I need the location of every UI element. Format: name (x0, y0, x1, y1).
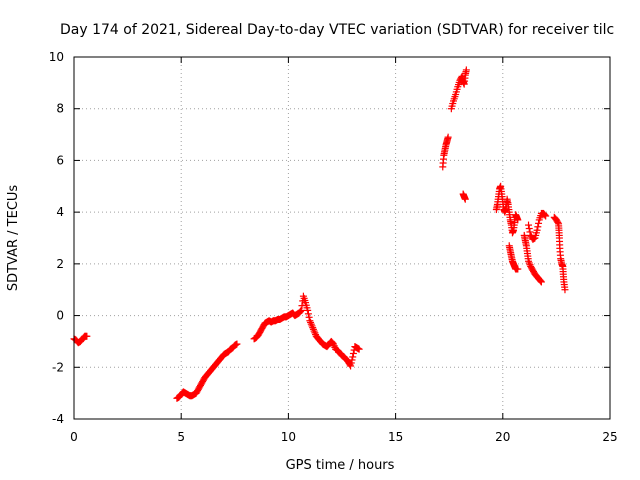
data-point (525, 257, 533, 265)
data-point (444, 133, 452, 141)
data-point (305, 313, 313, 321)
x-tick-label: 25 (602, 430, 617, 444)
grid-lines (74, 57, 610, 419)
y-axis-label: SDTVAR / TECUs (6, 185, 21, 292)
data-point (307, 320, 315, 328)
data-point (83, 332, 91, 340)
y-tick-label: -4 (52, 412, 64, 426)
data-point (525, 259, 533, 267)
data-point (307, 318, 315, 326)
data-point (536, 276, 544, 284)
data-point (514, 265, 522, 273)
y-tick-label: 6 (56, 153, 64, 167)
data-point (537, 277, 545, 285)
data-point (297, 307, 305, 315)
data-point (526, 228, 534, 236)
x-tick-label: 15 (388, 430, 403, 444)
data-point (349, 349, 357, 357)
data-point (526, 261, 534, 269)
plot-frame (73, 56, 611, 420)
data-point (304, 306, 312, 314)
data-point (537, 278, 545, 286)
data-point (554, 218, 562, 226)
data-point (347, 359, 355, 367)
y-tick-label: 2 (56, 257, 64, 271)
data-point (355, 345, 363, 353)
y-tick-label: 8 (56, 102, 64, 116)
y-tick-label: 4 (56, 205, 64, 219)
x-tick-label: 5 (177, 430, 185, 444)
data-point (461, 195, 469, 203)
data-point (346, 361, 354, 369)
x-tick-label: 20 (495, 430, 510, 444)
data-point (535, 219, 543, 227)
data-point (311, 329, 319, 337)
data-point (514, 216, 522, 224)
data-point (309, 324, 317, 332)
chart-title: Day 174 of 2021, Sidereal Day-to-day VTE… (60, 22, 614, 38)
x-tick-label: 10 (281, 430, 296, 444)
data-point (525, 221, 533, 229)
data-point (233, 340, 241, 348)
x-axis-label: GPS time / hours (286, 458, 395, 473)
y-tick-label: 0 (56, 309, 64, 323)
data-point (297, 306, 305, 314)
data-point (561, 286, 569, 294)
x-tick-label: 0 (70, 430, 78, 444)
data-point (304, 310, 312, 318)
data-point (533, 226, 541, 234)
data-points (70, 66, 569, 402)
data-point (296, 308, 304, 316)
data-point (541, 211, 549, 219)
data-point (306, 317, 314, 325)
data-point (329, 340, 337, 348)
data-point (348, 356, 356, 364)
data-point (347, 362, 355, 370)
data-point (542, 212, 550, 220)
data-point (534, 223, 542, 231)
y-tick-label: -2 (52, 360, 64, 374)
data-point (349, 353, 357, 361)
axis-ticks: 0 5 10 15 20 25 -4 -2 0 2 4 6 8 10 (49, 50, 618, 444)
data-point (309, 325, 317, 333)
y-tick-label: 10 (49, 50, 64, 64)
data-point (310, 327, 318, 335)
data-point (330, 342, 338, 350)
data-point (308, 322, 316, 330)
data-point (540, 210, 548, 218)
data-point (525, 225, 533, 233)
data-point (462, 66, 470, 74)
